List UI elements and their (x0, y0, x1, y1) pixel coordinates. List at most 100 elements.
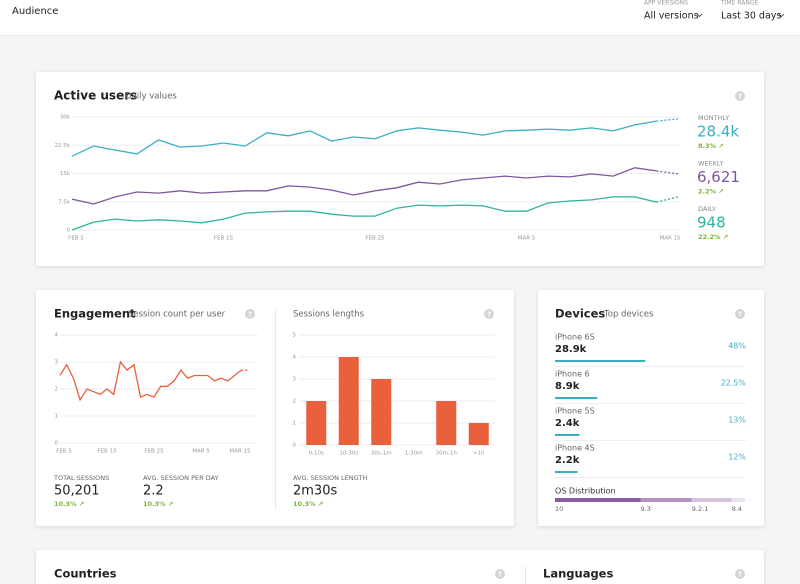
help-icon[interactable] (495, 569, 505, 579)
y-tick-label: 0 (67, 228, 71, 234)
y-tick-label: 22.5k (55, 143, 71, 149)
chevron[interactable] (778, 13, 785, 18)
x-tick-label: FEB 15 (214, 236, 234, 242)
legend-change: 8.3% ↗ (698, 142, 724, 150)
y-tick-label: 0 (293, 443, 297, 449)
filter-label: APP VERSIONS (644, 0, 688, 7)
os-label: 10 (555, 505, 563, 513)
help-icon[interactable] (245, 309, 255, 319)
card-title: Engagement (54, 307, 136, 321)
help-label: ? (738, 571, 742, 579)
stat-value: 2m30s (293, 484, 337, 499)
x-tick-label: >1h (473, 451, 485, 457)
y-tick-label: 15k (60, 171, 71, 177)
os-segment (640, 498, 692, 502)
filter-label: TIME RANGE (720, 0, 758, 7)
filter-value[interactable]: All versions (644, 11, 699, 22)
legend-value: 6,621 (697, 168, 740, 186)
os-label: 9.2.1 (692, 505, 709, 513)
x-tick-label: FEB 25 (365, 236, 385, 242)
device-bar (555, 397, 598, 399)
help-label: ? (738, 311, 742, 319)
section-title: Languages (543, 567, 613, 581)
device-bar (555, 471, 578, 473)
y-tick-label: 2 (293, 399, 297, 405)
devices-card (538, 290, 764, 526)
filter-value[interactable]: Last 30 days (721, 11, 781, 22)
device-count: 28.9k (555, 344, 587, 355)
device-count: 8.9k (555, 381, 580, 392)
legend-change: 22.2% ↗ (698, 233, 728, 241)
card-title: Sessions lengths (293, 310, 365, 320)
active-users-card (36, 72, 764, 266)
y-tick-label: 3 (55, 360, 59, 366)
device-bar (555, 434, 580, 436)
card-title: Devices (555, 307, 605, 321)
device-count: 2.2k (555, 455, 580, 466)
series-line (59, 360, 242, 402)
device-share: 48% (728, 342, 746, 351)
os-segment (555, 498, 641, 502)
device-name: iPhone 6S (555, 333, 595, 342)
os-segment (731, 498, 745, 502)
legend-label: WEEKLY (698, 160, 724, 168)
x-tick-label: MAR 15 (229, 449, 251, 455)
card-title: Active users (54, 89, 137, 103)
bar (306, 401, 327, 445)
help-label: ? (248, 311, 252, 319)
legend-change: 2.2% ↗ (698, 188, 724, 196)
y-tick-label: 1 (293, 421, 297, 427)
y-tick-label: 4 (293, 355, 297, 361)
x-tick-label: FEB 25 (144, 449, 164, 455)
help-icon[interactable] (484, 309, 494, 319)
device-bar (555, 360, 646, 362)
os-label: 8.4 (732, 505, 742, 513)
bar (436, 401, 457, 445)
y-tick-label: 1 (55, 414, 59, 420)
x-tick-label: 1-30m (405, 451, 423, 457)
chevron[interactable] (696, 13, 703, 18)
series-line (71, 196, 657, 231)
legend-value: 28.4k (697, 123, 739, 141)
help-label: ? (738, 93, 742, 101)
y-tick-label: 5 (293, 333, 297, 339)
x-tick-label: FEB 5 (68, 236, 84, 242)
legend-label: DAILY (698, 205, 716, 213)
x-tick-label: 10-30s (339, 451, 358, 457)
x-tick-label: MAR 5 (192, 449, 210, 455)
device-name: iPhone 4S (555, 444, 595, 453)
x-tick-label: 0-10s (309, 451, 324, 457)
help-icon[interactable] (735, 309, 745, 319)
x-tick-label: FEB 5 (56, 449, 72, 455)
stat-label: AVG. SESSION PER DAY (143, 474, 219, 482)
section-title: Countries (54, 567, 117, 581)
stat-value: 2.2 (143, 484, 164, 499)
series-line (71, 120, 657, 157)
x-tick-label: MAR 5 (518, 236, 536, 242)
os-title: OS Distribution (555, 487, 616, 496)
page-title: Audience (12, 6, 58, 17)
device-name: iPhone 5S (555, 407, 595, 416)
y-tick-label: 7.5k (58, 199, 71, 205)
help-icon[interactable] (735, 91, 745, 101)
x-tick-label: FEB 15 (97, 449, 117, 455)
card-subtitle: Session count per user (128, 310, 226, 320)
y-tick-label: 2 (55, 387, 59, 393)
stat-change: 10.3% ↗ (293, 500, 323, 508)
y-tick-label: 0 (55, 441, 59, 447)
os-label: 9.3 (641, 505, 651, 513)
help-label: ? (498, 571, 502, 579)
x-tick-label: 30m-1h (436, 451, 458, 457)
x-tick-label: 30s-1m (371, 451, 392, 457)
y-tick-label: 4 (55, 333, 59, 339)
device-share: 13% (728, 416, 746, 425)
series-line (71, 167, 657, 205)
stat-change: 10.3% ↗ (143, 500, 173, 508)
os-segment (691, 498, 732, 502)
stat-label: TOTAL SESSIONS (53, 474, 109, 482)
help-icon[interactable] (735, 569, 745, 579)
y-tick-label: 30k (60, 115, 71, 121)
header-bar (0, 0, 800, 35)
legend-label: MONTHLY (698, 114, 729, 122)
